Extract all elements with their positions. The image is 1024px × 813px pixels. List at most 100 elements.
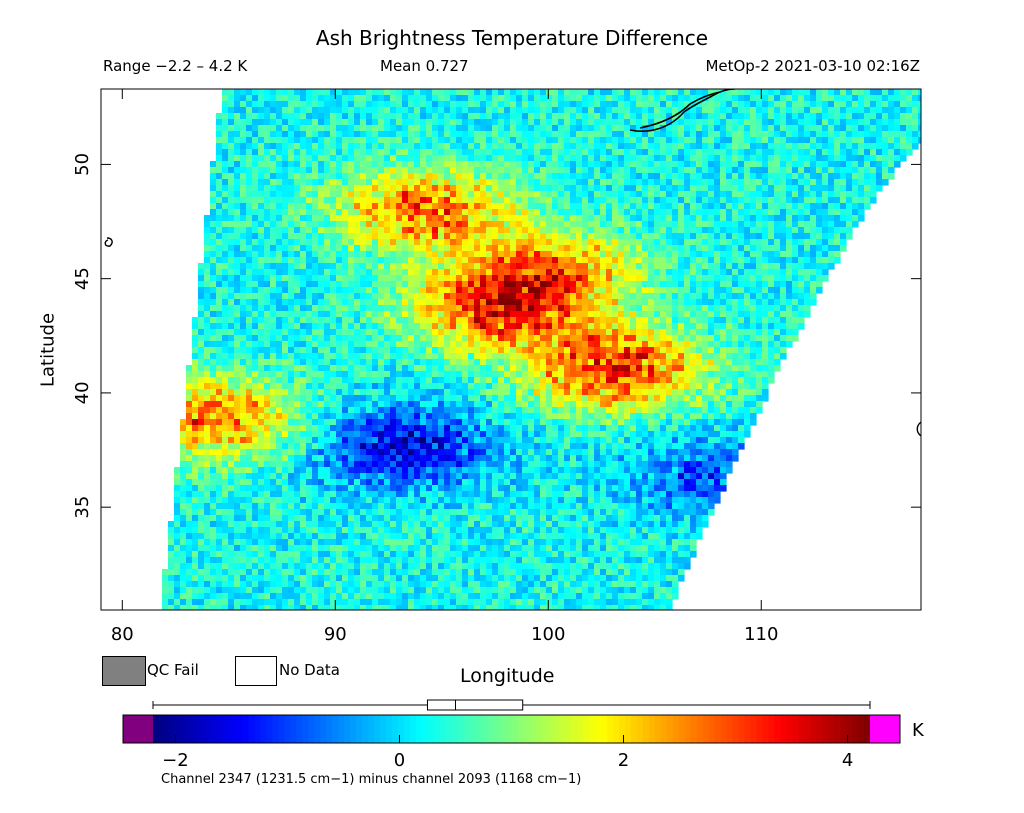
swath-cell (456, 167, 463, 174)
swath-cell (864, 143, 871, 150)
swath-cell (648, 179, 655, 186)
swath-cell (402, 185, 409, 192)
swath-cell (318, 251, 325, 258)
swath-cell (276, 233, 283, 240)
swath-cell (492, 125, 499, 132)
swath-cell (390, 89, 397, 96)
swath-cell (582, 203, 589, 210)
swath-cell (222, 317, 229, 324)
swath-cell (756, 125, 763, 132)
swath-cell (660, 335, 667, 342)
swath-cell (276, 113, 283, 120)
swath-cell (666, 275, 673, 282)
swath-cell (378, 125, 385, 132)
swath-cell (336, 167, 343, 174)
swath-cell (240, 125, 247, 132)
swath-cell (672, 251, 679, 258)
swath-cell (432, 209, 439, 216)
swath-cell (780, 275, 787, 282)
swath-cell (498, 311, 505, 318)
swath-cell (294, 317, 301, 324)
swath-cell (684, 167, 691, 174)
swath-cell (480, 281, 487, 288)
swath-cell (324, 173, 331, 180)
swath-cell (714, 251, 721, 258)
swath-cell (690, 137, 697, 144)
swath-cell (678, 239, 685, 246)
swath-cell (414, 299, 421, 306)
swath-cell (264, 257, 271, 264)
swath-cell (354, 335, 361, 342)
swath-cell (870, 137, 877, 144)
swath-cell (480, 143, 487, 150)
swath-cell (870, 173, 877, 180)
swath-cell (492, 209, 499, 216)
swath-cell (312, 281, 319, 288)
swath-cell (906, 131, 913, 138)
swath-cell (654, 227, 661, 234)
swath-cell (822, 239, 829, 246)
swath-cell (582, 143, 589, 150)
swath-cell (366, 179, 373, 186)
swath-cell (456, 359, 463, 366)
swath-cell (510, 341, 517, 348)
swath-cell (330, 209, 337, 216)
swath-cell (366, 197, 373, 204)
swath-cell (450, 359, 457, 366)
swath-cell (720, 341, 727, 348)
swath-cell (222, 263, 229, 270)
swath-cell (696, 161, 703, 168)
swath-cell (216, 323, 223, 330)
swath-cell (594, 299, 601, 306)
swath-cell (450, 179, 457, 186)
swath-cell (312, 257, 319, 264)
swath-cell (762, 161, 769, 168)
swath-cell (366, 161, 373, 168)
swath-cell (558, 191, 565, 198)
swath-cell (450, 137, 457, 144)
swath-cell (330, 101, 337, 108)
swath-cell (816, 155, 823, 162)
swath-cell (630, 221, 637, 228)
swath-cell (702, 329, 709, 336)
swath-cell (222, 179, 229, 186)
swath-cell (654, 359, 661, 366)
swath-cell (432, 359, 439, 366)
swath-cell (360, 125, 367, 132)
swath-cell (606, 287, 613, 294)
swath-cell (630, 281, 637, 288)
swath-cell (666, 323, 673, 330)
swath-cell (534, 245, 541, 252)
swath-cell (552, 143, 559, 150)
swath-cell (546, 305, 553, 312)
swath-cell (684, 191, 691, 198)
swath-cell (768, 287, 775, 294)
swath-cell (204, 353, 211, 360)
swath-cell (492, 335, 499, 342)
swath-cell (324, 131, 331, 138)
swath-cell (198, 329, 205, 336)
swath-cell (708, 155, 715, 162)
swath-cell (588, 341, 595, 348)
swath-cell (870, 179, 877, 186)
swath-cell (426, 197, 433, 204)
swath-cell (624, 179, 631, 186)
swath-cell (402, 239, 409, 246)
swath-cell (804, 239, 811, 246)
swath-cell (588, 167, 595, 174)
swath-cell (744, 305, 751, 312)
swath-cell (576, 167, 583, 174)
swath-cell (306, 323, 313, 330)
swath-cell (504, 179, 511, 186)
swath-cell (792, 281, 799, 288)
swath-cell (288, 299, 295, 306)
swath-cell (498, 221, 505, 228)
swath-cell (396, 215, 403, 222)
swath-cell (780, 257, 787, 264)
swath-cell (228, 299, 235, 306)
swath-cell (858, 101, 865, 108)
swath-cell (858, 155, 865, 162)
swath-cell (672, 353, 679, 360)
swath-cell (798, 119, 805, 126)
swath-cell (768, 257, 775, 264)
